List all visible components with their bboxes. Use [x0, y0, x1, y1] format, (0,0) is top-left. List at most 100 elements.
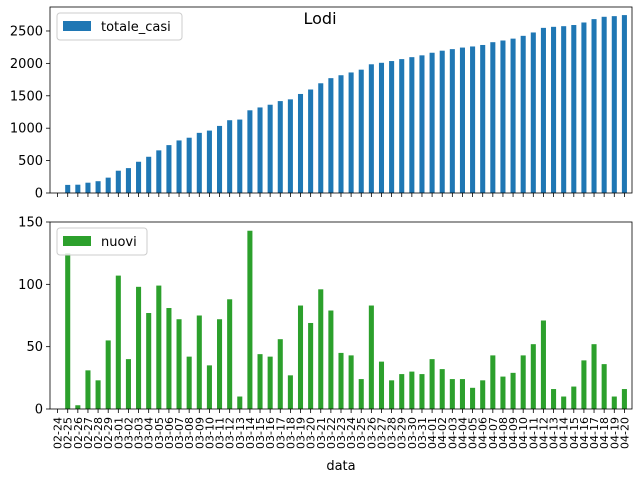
bar-nuovi-03-30 — [409, 371, 415, 409]
x-tick-label: 03-08 — [183, 417, 196, 449]
x-tick-label: 04-04 — [456, 417, 469, 449]
x-tick-label: 03-20 — [305, 417, 318, 449]
y-tick-label: 100 — [18, 278, 43, 293]
bar-nuovi-03-21 — [318, 289, 324, 409]
bar-totale_casi-03-02 — [125, 168, 131, 193]
y-tick-label: 2500 — [10, 24, 43, 39]
bar-nuovi-02-28 — [95, 380, 101, 409]
x-tick-label: 03-06 — [163, 417, 176, 449]
x-tick-label: 04-07 — [487, 417, 500, 449]
legend-label: nuovi — [101, 235, 137, 250]
y-tick-label: 1000 — [10, 122, 43, 137]
bar-nuovi-04-12 — [540, 320, 546, 409]
bar-nuovi-02-25 — [65, 253, 71, 409]
bar-nuovi-03-24 — [348, 355, 354, 409]
bar-nuovi-04-08 — [500, 376, 506, 409]
bar-nuovi-03-04 — [146, 313, 152, 409]
bar-totale_casi-02-26 — [75, 184, 81, 193]
bar-totale_casi-04-13 — [551, 26, 557, 193]
bar-totale_casi-04-02 — [439, 50, 445, 194]
bar-nuovi-03-27 — [378, 361, 385, 409]
x-tick-label: 03-04 — [143, 417, 156, 449]
legend-swatch — [63, 236, 91, 246]
y-tick-label: 1500 — [10, 89, 43, 104]
bar-totale_casi-03-10 — [206, 130, 212, 193]
bar-totale_casi-04-06 — [480, 44, 486, 194]
bar-totale_casi-02-29 — [105, 177, 111, 193]
x-tick-label: 03-21 — [315, 417, 328, 449]
new-cases-panel: 05010015002-2402-2502-2602-2702-2802-290… — [18, 216, 633, 449]
x-tick-label: 04-17 — [588, 417, 601, 449]
bar-totale_casi-04-11 — [530, 32, 536, 193]
y-tick-label: 500 — [18, 154, 43, 169]
bar-nuovi-03-05 — [156, 285, 162, 409]
chart-title: Lodi — [303, 9, 336, 28]
x-tick-label: 03-19 — [295, 417, 308, 449]
bar-nuovi-04-05 — [470, 387, 476, 409]
bar-nuovi-03-14 — [247, 230, 253, 409]
x-tick-label: 03-18 — [284, 417, 297, 449]
bar-totale_casi-03-14 — [247, 110, 253, 193]
bar-nuovi-03-23 — [338, 352, 344, 409]
x-tick-label: 03-27 — [375, 417, 388, 449]
y-tick-label: 50 — [26, 340, 43, 355]
bar-nuovi-03-13 — [237, 396, 243, 409]
bar-nuovi-04-01 — [429, 359, 435, 409]
bar-nuovi-03-20 — [308, 322, 314, 409]
x-tick-label: 04-09 — [507, 417, 520, 449]
bar-totale_casi-02-27 — [85, 182, 91, 193]
bar-nuovi-03-12 — [227, 299, 233, 409]
bar-nuovi-03-29 — [399, 374, 405, 409]
bar-totale_casi-03-19 — [297, 93, 304, 193]
bar-totale_casi-03-25 — [358, 69, 364, 193]
bar-totale_casi-04-01 — [429, 52, 435, 193]
y-tick-label: 0 — [35, 403, 43, 418]
bar-nuovi-04-16 — [581, 360, 587, 409]
bar-nuovi-03-10 — [206, 365, 212, 409]
y-tick-label: 0 — [35, 187, 43, 202]
x-tick-label: 04-12 — [537, 417, 550, 449]
x-tick-label: 02-25 — [62, 417, 75, 449]
bar-nuovi-03-09 — [196, 315, 202, 409]
bar-totale_casi-04-19 — [611, 16, 617, 193]
bar-nuovi-04-04 — [459, 379, 465, 409]
bar-totale_casi-04-03 — [449, 49, 455, 193]
bar-totale_casi-03-23 — [338, 75, 344, 193]
bar-totale_casi-03-30 — [409, 57, 415, 193]
bar-nuovi-04-18 — [601, 364, 607, 409]
x-tick-label: 02-26 — [72, 417, 85, 449]
bar-totale_casi-03-05 — [156, 150, 162, 193]
bar-totale_casi-04-17 — [591, 19, 597, 194]
bar-totale_casi-04-12 — [540, 27, 546, 194]
bar-nuovi-02-27 — [85, 370, 91, 409]
x-tick-label: 03-17 — [274, 417, 287, 449]
x-tick-label: 04-01 — [426, 417, 439, 449]
bar-totale_casi-03-13 — [237, 119, 243, 193]
bar-totale_casi-04-09 — [510, 38, 516, 193]
bar-nuovi-03-02 — [125, 359, 131, 409]
bar-totale_casi-04-16 — [581, 22, 587, 193]
bar-nuovi-02-29 — [105, 340, 111, 409]
bar-totale_casi-03-01 — [115, 170, 121, 193]
x-tick-label: 03-16 — [264, 417, 277, 449]
bar-totale_casi-04-07 — [490, 42, 496, 193]
bar-totale_casi-04-15 — [571, 25, 577, 193]
bar-totale_casi-03-27 — [378, 62, 385, 193]
axes-frame — [49, 221, 633, 410]
bar-totale_casi-03-28 — [389, 61, 395, 193]
legend: nuovi — [56, 227, 148, 256]
x-tick-label: 04-14 — [558, 417, 571, 449]
x-tick-label: 03-26 — [365, 417, 378, 449]
bar-nuovi-04-15 — [571, 386, 577, 409]
bar-nuovi-03-08 — [186, 356, 192, 409]
x-tick-label: 03-24 — [345, 417, 358, 449]
bar-totale_casi-03-09 — [196, 132, 202, 193]
bar-totale_casi-03-21 — [318, 83, 324, 193]
bar-totale_casi-03-04 — [146, 156, 152, 193]
bar-nuovi-04-14 — [561, 396, 567, 409]
x-tick-label: 04-06 — [477, 417, 490, 449]
x-tick-label: 03-09 — [193, 417, 206, 449]
x-tick-label: 04-19 — [608, 417, 621, 449]
bar-nuovi-04-13 — [551, 389, 557, 409]
bar-totale_casi-03-31 — [419, 55, 425, 193]
